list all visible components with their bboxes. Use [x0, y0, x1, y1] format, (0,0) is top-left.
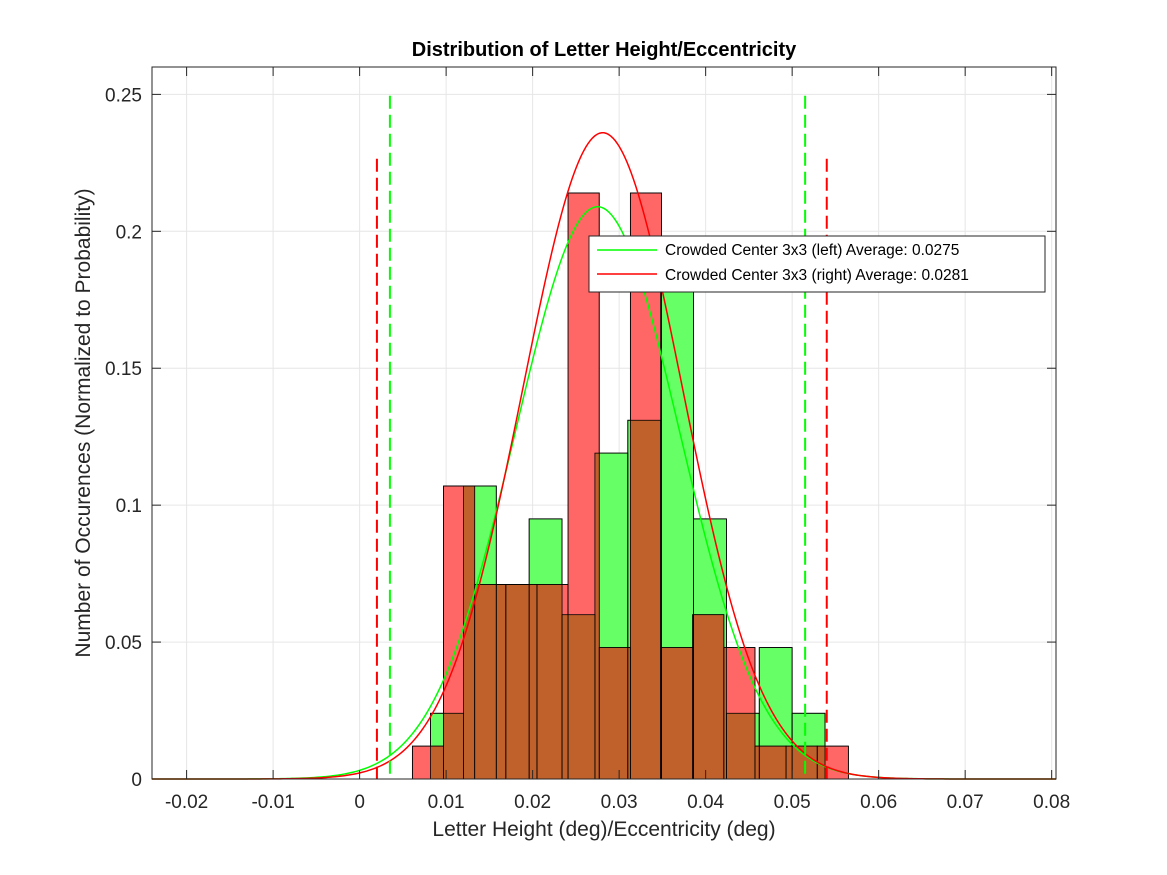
x-tick-label: 0.07 [947, 792, 984, 813]
histogram-overlap [630, 420, 661, 779]
legend-label-left: Crowded Center 3x3 (left) Average: 0.027… [665, 242, 959, 259]
histogram-overlap [430, 746, 444, 779]
plot-frame [151, 66, 1057, 780]
histogram-overlap [693, 614, 724, 779]
histogram-overlap [562, 614, 569, 779]
y-tick-label: 0 [131, 770, 142, 791]
histogram-overlap [759, 746, 787, 779]
y-tick-label: 0.2 [116, 222, 142, 243]
x-tick-label: 0.06 [860, 792, 897, 813]
histogram-overlap [692, 614, 694, 779]
x-tick-label: -0.02 [165, 792, 208, 813]
histogram-overlap [463, 485, 475, 779]
histogram-overlap [505, 584, 530, 779]
x-tick-label: 0.02 [514, 792, 551, 813]
x-tick-label: 0.03 [601, 792, 638, 813]
histogram-overlap [726, 713, 755, 779]
histogram-overlap [817, 746, 826, 779]
legend-box [588, 235, 1046, 293]
x-axis-label: Letter Height (deg)/Eccentricity (deg) [432, 818, 775, 841]
histogram-overlap [443, 713, 464, 779]
histogram-overlap [786, 746, 793, 779]
legend: Crowded Center 3x3 (left) Average: 0.027… [588, 235, 1046, 293]
y-axis-label: Number of Occurences (Normalized to Prob… [72, 188, 95, 657]
histogram-overlap [529, 584, 537, 779]
x-tick-label: 0 [354, 792, 365, 813]
x-tick-label: -0.01 [251, 792, 294, 813]
histogram-overlap [754, 746, 760, 779]
histogram-overlap [627, 647, 631, 779]
histogram-overlap [568, 614, 595, 779]
y-tick-label: 0.15 [105, 359, 142, 380]
histogram-overlap [594, 453, 600, 779]
y-tick-label: 0.05 [105, 633, 142, 654]
x-tick-label: 0.01 [428, 792, 465, 813]
histogram-overlap [723, 647, 727, 779]
histogram-bars [411, 192, 849, 780]
histogram-overlap [474, 584, 497, 779]
chart-title: Distribution of Letter Height/Eccentrici… [412, 39, 797, 61]
legend-label-right: Crowded Center 3x3 (right) Average: 0.02… [665, 267, 969, 284]
y-tick-label: 0.1 [116, 496, 142, 517]
axis-ticks: -0.02 -0.01 0 0.01 0.02 0.03 0.04 0.05 0.06 0.07 0… [105, 67, 1070, 813]
histogram-overlap [536, 584, 563, 779]
x-tick-label: 0.04 [687, 792, 724, 813]
histogram-overlap [496, 584, 506, 779]
x-tick-label: 0.05 [774, 792, 811, 813]
histogram-overlap [660, 288, 662, 779]
x-tick-label: 0.08 [1033, 792, 1070, 813]
histogram-overlap [599, 647, 628, 779]
histogram-overlap [661, 647, 693, 779]
y-tick-label: 0.25 [105, 85, 142, 106]
